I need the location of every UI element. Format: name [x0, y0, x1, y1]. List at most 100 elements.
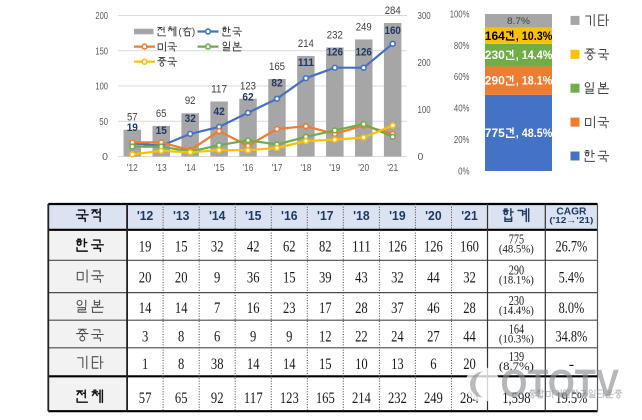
svg-text:19.5%: 19.5% — [555, 390, 587, 407]
svg-text:139: 139 — [509, 349, 524, 364]
svg-text:1: 1 — [142, 356, 148, 373]
svg-text:38: 38 — [211, 356, 224, 373]
svg-text:62: 62 — [242, 92, 253, 104]
svg-text:28: 28 — [463, 300, 476, 317]
svg-text:'13: '13 — [156, 162, 167, 174]
svg-text:65: 65 — [156, 108, 167, 120]
svg-text:6: 6 — [214, 328, 220, 345]
svg-text:8: 8 — [178, 356, 184, 373]
svg-text:22: 22 — [355, 328, 368, 345]
svg-text:126: 126 — [356, 47, 372, 59]
svg-text:17: 17 — [319, 300, 332, 317]
svg-text:15: 15 — [319, 356, 332, 373]
svg-text:7: 7 — [214, 300, 220, 317]
svg-text:82: 82 — [271, 78, 282, 90]
svg-text:'19: '19 — [329, 162, 340, 174]
svg-text:123: 123 — [240, 81, 256, 93]
svg-text:40%: 40% — [454, 104, 470, 115]
svg-text:28: 28 — [355, 300, 368, 317]
svg-text:230: 230 — [509, 293, 524, 308]
svg-text:20%: 20% — [454, 135, 470, 146]
svg-text:20: 20 — [175, 270, 188, 287]
svg-text:164: 164 — [509, 321, 524, 336]
svg-text:9: 9 — [250, 328, 256, 345]
svg-text:16: 16 — [247, 300, 260, 317]
svg-text:249: 249 — [424, 390, 443, 407]
svg-text:'12: '12 — [137, 208, 154, 223]
svg-text:0: 0 — [418, 151, 424, 163]
svg-text:164: 164 — [485, 31, 506, 43]
svg-text:150: 150 — [95, 45, 108, 57]
svg-text:14: 14 — [283, 356, 296, 373]
svg-text:(8.7%): (8.7%) — [499, 361, 534, 373]
svg-text:15: 15 — [175, 239, 188, 256]
svg-text:10: 10 — [355, 356, 368, 373]
svg-text:26.7%: 26.7% — [555, 239, 587, 256]
svg-text:8.7%: 8.7% — [507, 16, 531, 27]
svg-text:100: 100 — [418, 104, 431, 116]
svg-text:(14.4%): (14.4%) — [499, 305, 534, 317]
svg-text:'12: '12 — [127, 162, 138, 174]
svg-text:14: 14 — [139, 300, 152, 317]
svg-text:44: 44 — [427, 270, 440, 287]
svg-text:27: 27 — [427, 328, 440, 345]
svg-text:57: 57 — [127, 112, 138, 124]
svg-text:50: 50 — [99, 116, 108, 128]
svg-text:117: 117 — [211, 83, 227, 95]
svg-text:117: 117 — [244, 390, 263, 407]
svg-text:32: 32 — [185, 113, 196, 125]
svg-text:'13: '13 — [173, 208, 190, 223]
svg-text:44: 44 — [463, 328, 476, 345]
svg-text:('12→'21): ('12→'21) — [549, 215, 593, 225]
svg-text:CAGR: CAGR — [556, 206, 587, 217]
svg-text:, 10.3%: , 10.3% — [516, 31, 553, 43]
svg-text:300: 300 — [418, 10, 431, 22]
svg-text:160: 160 — [385, 25, 401, 37]
svg-text:230: 230 — [485, 50, 505, 62]
svg-text:'14: '14 — [185, 162, 196, 174]
svg-text:123: 123 — [280, 390, 299, 407]
svg-text:39: 39 — [319, 270, 332, 287]
svg-text:): ) — [192, 27, 195, 38]
svg-text:126: 126 — [327, 47, 343, 59]
svg-text:5.4%: 5.4% — [559, 270, 585, 287]
svg-text:'15: '15 — [214, 162, 225, 174]
svg-text:57: 57 — [139, 390, 152, 407]
svg-text:'16: '16 — [243, 162, 254, 174]
svg-text:'20: '20 — [358, 162, 369, 174]
svg-text:19: 19 — [139, 239, 152, 256]
svg-text:'18: '18 — [353, 208, 370, 223]
svg-text:19: 19 — [127, 122, 138, 134]
svg-text:3: 3 — [142, 328, 148, 345]
svg-text:46: 46 — [427, 300, 440, 317]
svg-text:32: 32 — [391, 270, 404, 287]
svg-text:OTOTV: OTOTV — [501, 363, 620, 406]
svg-text:32: 32 — [463, 270, 476, 287]
svg-text:8.0%: 8.0% — [559, 300, 585, 317]
svg-text:214: 214 — [352, 390, 371, 407]
svg-text:100: 100 — [95, 81, 108, 93]
svg-text:34.8%: 34.8% — [555, 328, 587, 345]
svg-text:(48.5%): (48.5%) — [499, 244, 534, 256]
svg-text:, 14.4%: , 14.4% — [516, 50, 553, 62]
svg-text:20: 20 — [463, 356, 476, 373]
svg-text:8: 8 — [178, 328, 184, 345]
svg-text:60%: 60% — [454, 72, 470, 83]
svg-text:62: 62 — [283, 239, 296, 256]
svg-text:'17: '17 — [317, 208, 334, 223]
svg-text:42: 42 — [214, 106, 225, 118]
svg-text:100%: 100% — [450, 9, 470, 20]
svg-text:165: 165 — [316, 390, 335, 407]
svg-text:, 18.1%: , 18.1% — [516, 76, 553, 88]
svg-text:232: 232 — [327, 29, 343, 41]
svg-text:-: - — [569, 356, 574, 373]
svg-text:9: 9 — [286, 328, 292, 345]
svg-text:43: 43 — [355, 270, 368, 287]
svg-text:9: 9 — [214, 270, 220, 287]
svg-text:1,598: 1,598 — [502, 390, 530, 407]
svg-text:'17: '17 — [272, 162, 283, 174]
svg-text:'21: '21 — [387, 162, 398, 174]
svg-text:82: 82 — [319, 239, 332, 256]
svg-text:36: 36 — [247, 270, 260, 287]
svg-text:214: 214 — [298, 38, 314, 50]
